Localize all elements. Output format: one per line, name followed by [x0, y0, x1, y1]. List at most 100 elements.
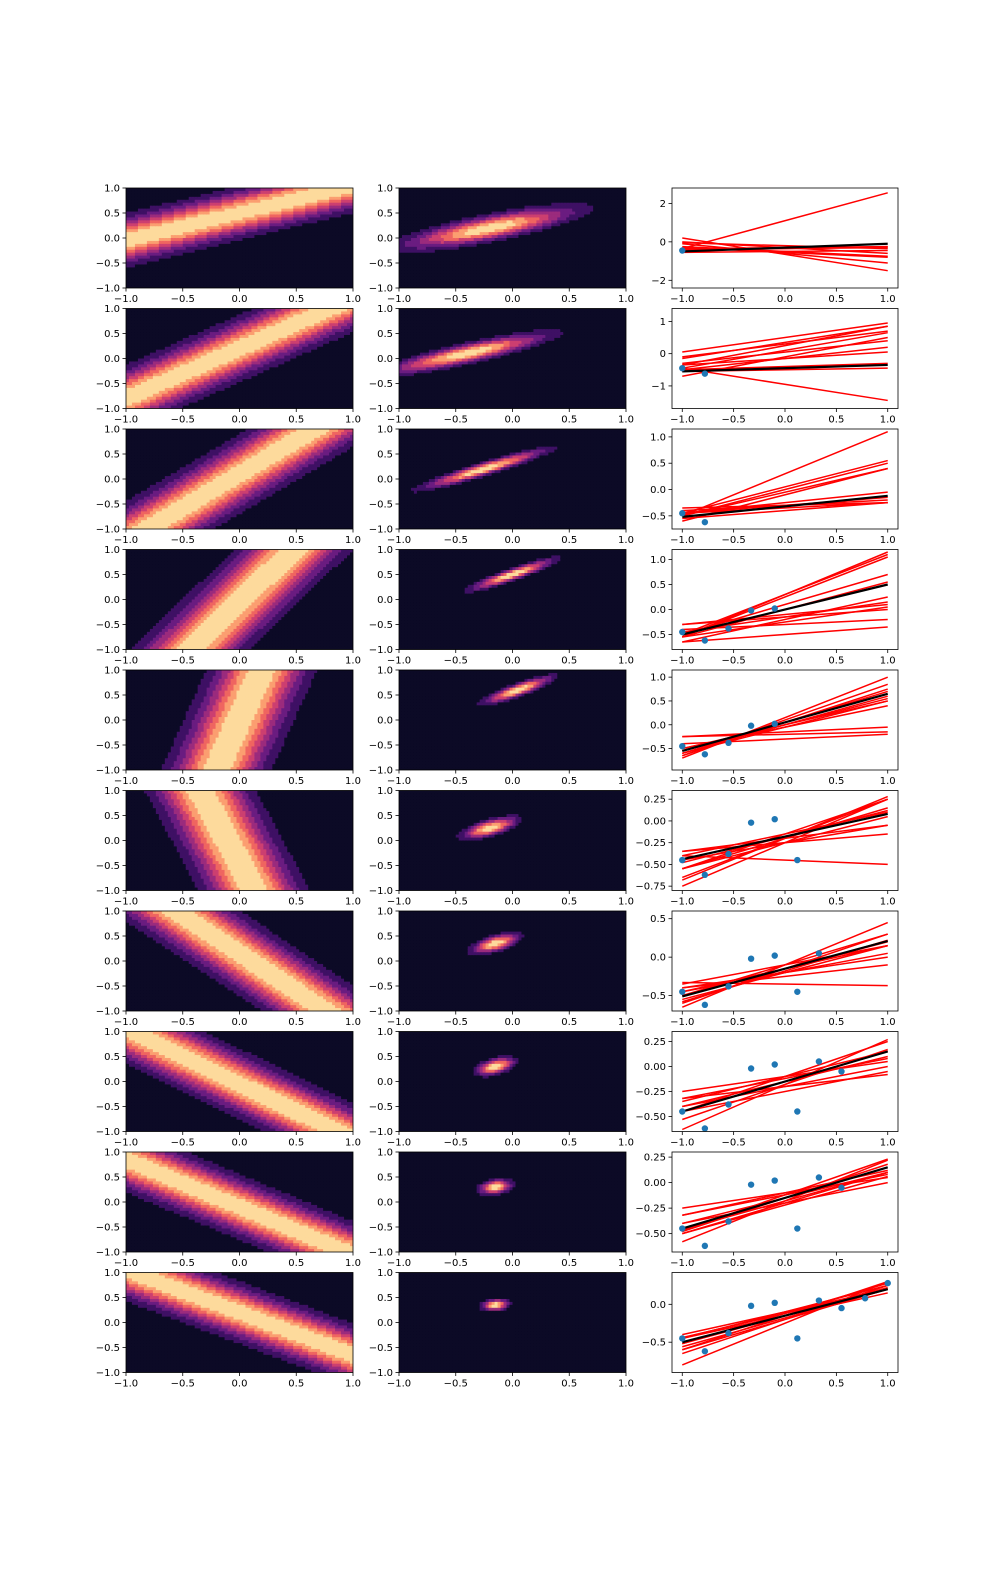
contour-cell [155, 261, 160, 266]
contour-cell [563, 273, 567, 277]
contour-cell [212, 202, 217, 207]
contour-cell [410, 226, 415, 230]
contour-cell [497, 252, 502, 257]
contour-cell [329, 282, 333, 286]
contour-cell [314, 208, 318, 213]
contour-cell [554, 252, 558, 257]
contour-cell [212, 270, 217, 274]
contour-cell [596, 211, 600, 216]
contour-cell [512, 279, 517, 283]
contour-cell [563, 235, 567, 239]
contour-cell [326, 190, 330, 195]
contour-cell [134, 226, 139, 230]
contour-cell [473, 276, 478, 280]
contour-cell [533, 199, 537, 204]
contour-cell [236, 240, 241, 245]
contour-cell [527, 273, 532, 277]
contour-cell [431, 235, 436, 239]
contour-cell [206, 276, 211, 280]
contour-cell [560, 276, 564, 280]
contour-cell [473, 261, 478, 266]
contour-cell [602, 226, 606, 230]
contour-cell [461, 229, 466, 233]
contour-cell [476, 220, 481, 224]
contour-cell [254, 196, 259, 201]
contour-cell [473, 243, 478, 248]
contour-cell [224, 223, 229, 227]
contour-cell [146, 261, 151, 266]
contour-cell [134, 264, 139, 269]
contour-cell [449, 238, 454, 242]
contour-cell [203, 205, 208, 210]
contour-cell [230, 246, 235, 251]
contour-cell [161, 235, 166, 239]
contour-cell [485, 214, 490, 219]
contour-cell [167, 196, 172, 201]
contour-cell [149, 226, 154, 230]
contour-cell [146, 235, 151, 239]
contour-cell [485, 229, 490, 233]
contour-cell [191, 279, 196, 283]
contour-cell [326, 258, 330, 263]
contour-cell [455, 223, 460, 227]
contour-cell [326, 202, 330, 207]
contour-cell [185, 229, 190, 233]
contour-cell [317, 246, 321, 251]
contour-cell [578, 202, 582, 207]
contour-cell [137, 273, 142, 277]
contour-cell [572, 220, 576, 224]
contour-cell [161, 252, 166, 257]
contour-cell [341, 238, 345, 242]
contour-cell [413, 243, 418, 248]
contour-cell [146, 258, 151, 263]
contour-cell [203, 252, 208, 257]
contour-cell [449, 252, 454, 257]
contour-cell [407, 240, 412, 245]
contour-cell [428, 255, 433, 260]
contour-cell [170, 217, 175, 221]
contour-cell [407, 223, 412, 227]
contour-cell [302, 267, 306, 271]
contour-cell [554, 193, 558, 198]
contour-cell [399, 270, 403, 274]
contour-cell [530, 196, 535, 201]
contour-cell [329, 229, 333, 233]
contour-cell [428, 223, 433, 227]
contour-cell [173, 196, 178, 201]
contour-cell [158, 238, 163, 242]
contour-cell [401, 232, 406, 236]
contour-cell [572, 188, 576, 192]
contour-cell [581, 238, 585, 242]
contour-cell [350, 202, 353, 207]
contour-cell [167, 193, 172, 198]
contour-cell [218, 190, 223, 195]
contour-cell [548, 196, 552, 201]
contour-cell [182, 258, 187, 263]
contour-cell [434, 208, 439, 213]
contour-cell [137, 226, 142, 230]
contour-cell [446, 276, 451, 280]
contour-cell [224, 235, 229, 239]
contour-cell [167, 267, 172, 271]
contour-cell [551, 217, 555, 221]
contour-cell [413, 205, 418, 210]
contour-cell [575, 279, 579, 283]
contour-cell [512, 273, 517, 277]
contour-cell [413, 214, 418, 219]
contour-cell [458, 220, 463, 224]
contour-cell [236, 264, 241, 269]
contour-cell [323, 255, 327, 260]
contour-cell [146, 188, 151, 192]
contour-cell [269, 267, 273, 271]
contour-cell [206, 217, 211, 221]
contour-cell [488, 208, 493, 213]
contour-cell [170, 205, 175, 210]
contour-cell [269, 196, 273, 201]
contour-cell [251, 205, 256, 210]
contour-cell [155, 273, 160, 277]
contour-cell [200, 255, 205, 260]
contour-cell [413, 246, 418, 251]
contour-cell [443, 285, 448, 288]
contour-cell [404, 246, 409, 251]
contour-cell [599, 235, 603, 239]
